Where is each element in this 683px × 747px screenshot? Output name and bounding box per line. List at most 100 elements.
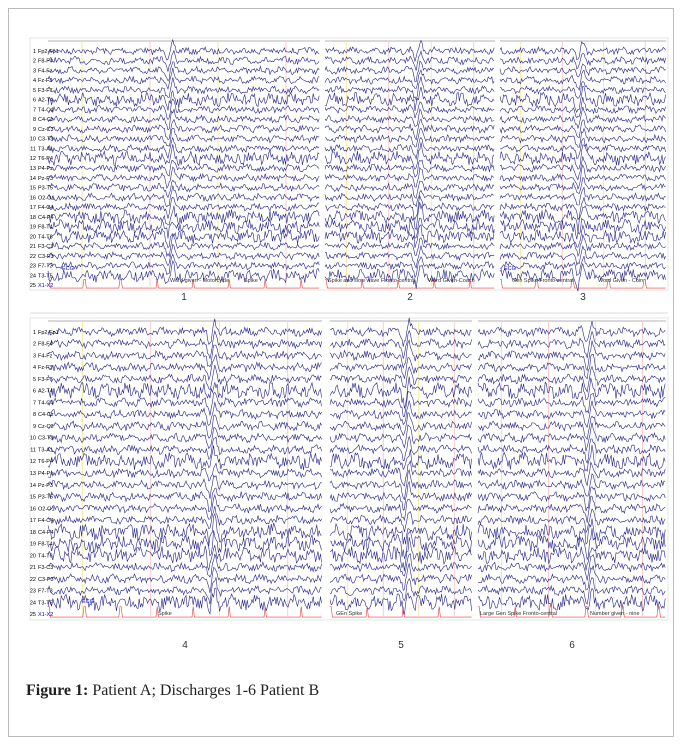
channel-label: P3-T5 [38,495,53,501]
panel-label: 4 [182,640,188,651]
channel-label: X1-X2 [38,283,53,289]
channel-label: Pz-P3 [38,483,53,489]
row-number: 8 [33,117,36,123]
eeg-trace [477,444,666,472]
channel-label: F4-C4 [38,518,53,524]
eeg-trace [324,224,495,248]
channel-label: A2-T4 [38,389,53,395]
row-number: 9 [33,127,36,133]
eeg-trace [499,106,666,130]
row-number: 5 [33,88,36,94]
caption: Figure 1: Patient A; Discharges 1-6 Pati… [26,682,319,700]
eeg-trace [329,390,472,417]
channel-label: T3-A1 [38,146,53,152]
channel-label: X1-X2 [38,612,53,618]
eeg-trace [499,233,666,257]
eeg-trace [325,279,495,289]
channel-label: T3-A1 [38,447,53,453]
eeg-trace [47,318,322,346]
row-number: 25 [30,612,36,618]
channel-label: C4-P4 [38,215,54,221]
eeg-trace [47,49,320,72]
eeg-trace [499,164,666,191]
eeg-trace [477,518,666,545]
eeg-trace [47,414,322,439]
eeg-trace [324,180,495,199]
eeg-trace [47,233,320,258]
channel-label: P4-Pz [38,166,53,172]
row-number: 16 [30,506,36,512]
eeg-trace [47,567,322,594]
annotation: Word Given - Coin [598,278,643,284]
row-number: 24 [30,600,36,606]
row-number: 18 [30,530,36,536]
annotation: Spike [158,611,172,617]
channel-label: F3-C3 [38,565,53,571]
eeg-trace [324,108,495,127]
channel-label: Pz-P3 [38,176,53,182]
eeg-trace [477,546,666,571]
row-number: 11 [30,447,36,453]
eeg-trace [47,253,320,276]
eeg-trace [477,473,666,497]
eeg-trace [324,101,495,119]
eeg-trace [477,576,666,605]
row-number: 14 [30,483,36,489]
eeg-trace [499,205,666,233]
row-number: 23 [30,264,36,270]
eeg-trace [47,513,322,547]
row-number: 4 [33,78,36,84]
eeg-trace [499,53,666,70]
channel-label: P4-Pz [38,471,53,477]
eeg-trace [47,494,322,520]
eeg-trace [329,435,472,462]
annotation: ECG [62,266,74,272]
eeg-trace [47,353,322,381]
row-number: 16 [30,195,36,201]
eeg-trace [324,127,495,148]
panel-label: 6 [569,640,575,651]
channel-label: F3-F7 [38,88,53,94]
eeg-trace [329,592,472,616]
row-number: 13 [30,471,36,477]
annotation: Number given - nine [590,611,640,617]
channel-label: F4-Fz [38,68,53,74]
eeg-trace [47,98,320,121]
eeg-trace [499,85,666,113]
eeg-trace [329,537,472,572]
row-number: 6 [33,389,36,395]
eeg-trace [329,376,472,409]
eeg-trace [47,205,320,226]
annotation: Large Gen Spike Fronto-central [480,611,557,617]
eeg-trace [48,279,320,289]
row-number: 14 [30,176,36,182]
eeg-trace [47,544,322,572]
annotation: Word given - Motorcycle [170,278,229,284]
channel-label: C4-Cz [38,412,54,418]
row-number: 3 [33,68,36,74]
eeg-trace [499,255,666,277]
panel-label: 2 [407,292,413,303]
row-number: 15 [30,495,36,501]
row-number: 1 [33,330,36,336]
eeg-trace [329,553,472,577]
caption-label: Figure 1: [26,682,89,699]
row-number: 7 [33,107,36,113]
channel-label: Fp2-Fp1 [38,49,59,55]
eeg-trace [324,245,495,269]
row-number: 9 [33,424,36,430]
eeg-trace [329,459,472,487]
eeg-trace [329,339,472,370]
strip-bg [29,317,669,621]
eeg-trace [47,364,322,391]
row-number: 23 [30,589,36,595]
eeg-trace [499,186,666,206]
eeg-trace [477,400,666,429]
row-number: 7 [33,400,36,406]
eeg-trace [47,196,320,219]
eeg-trace [478,606,666,618]
eeg-trace [499,138,666,160]
eeg-trace [47,577,322,605]
eeg-trace [499,41,666,61]
eeg-trace [324,69,495,89]
